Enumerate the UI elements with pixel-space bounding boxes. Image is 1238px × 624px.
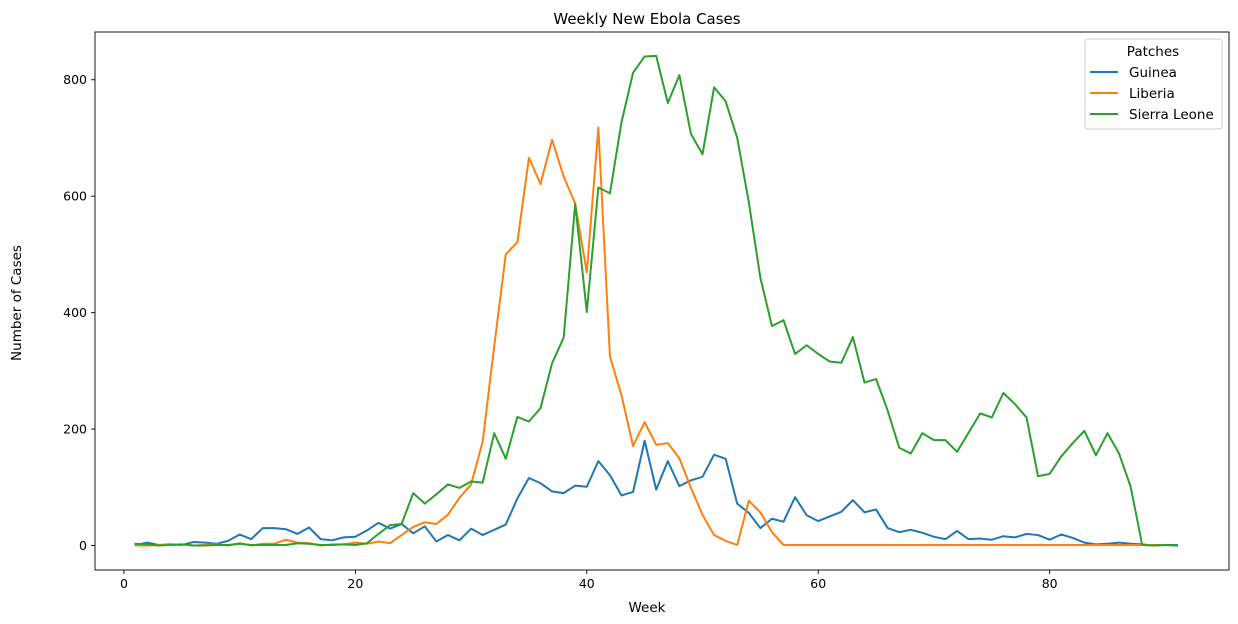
series-line-guinea xyxy=(134,439,1178,547)
legend: Patches Guinea Liberia Sierra Leone xyxy=(1084,38,1223,130)
x-tick-label: 0 xyxy=(120,576,128,591)
y-axis: 0 200 400 600 800 xyxy=(63,72,95,553)
series-layer xyxy=(134,54,1178,547)
legend-label-sierra-leone: Sierra Leone xyxy=(1129,107,1214,123)
plot-area-frame xyxy=(94,31,1230,571)
x-tick-label: 60 xyxy=(810,576,826,591)
chart-title: Weekly New Ebola Cases xyxy=(553,10,740,28)
x-tick-label: 20 xyxy=(347,576,363,591)
legend-title: Patches xyxy=(1127,44,1179,60)
x-tick-label: 40 xyxy=(579,576,595,591)
y-tick-label: 400 xyxy=(63,305,87,320)
y-tick-label: 800 xyxy=(63,72,87,87)
legend-entries: Guinea Liberia Sierra Leone xyxy=(1090,65,1214,123)
legend-box xyxy=(1084,38,1223,130)
x-axis-label: Week xyxy=(629,600,666,616)
series-line-sierra-leone xyxy=(134,54,1178,547)
y-tick-label: 600 xyxy=(63,189,87,204)
x-axis: 0 20 40 60 80 xyxy=(120,570,1058,591)
x-tick-label: 80 xyxy=(1042,576,1058,591)
y-tick-label: 0 xyxy=(79,538,87,553)
legend-label-liberia: Liberia xyxy=(1129,86,1175,102)
y-axis-label: Number of Cases xyxy=(9,245,25,361)
y-tick-label: 200 xyxy=(63,422,87,437)
legend-label-guinea: Guinea xyxy=(1129,65,1177,81)
